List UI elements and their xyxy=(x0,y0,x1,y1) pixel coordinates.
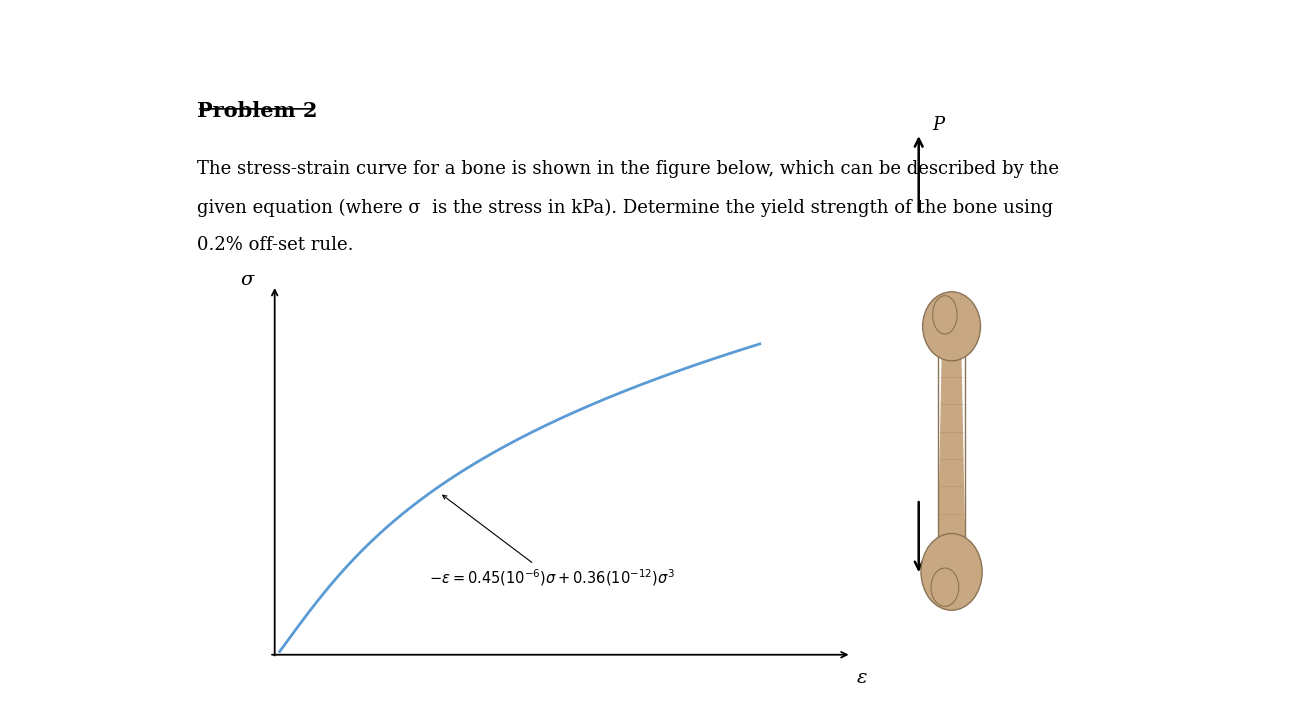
Text: ε: ε xyxy=(857,669,867,687)
Text: $-\varepsilon = 0.45(10^{-6})\sigma + 0.36(10^{-12})\sigma^3$: $-\varepsilon = 0.45(10^{-6})\sigma + 0.… xyxy=(429,495,675,588)
Text: P: P xyxy=(931,116,944,134)
Text: The stress-strain curve for a bone is shown in the figure below, which can be de: The stress-strain curve for a bone is sh… xyxy=(198,161,1059,178)
Text: given equation (where σ  is the stress in kPa). Determine the yield strength of : given equation (where σ is the stress in… xyxy=(198,199,1053,217)
Ellipse shape xyxy=(921,534,982,610)
Ellipse shape xyxy=(922,291,981,361)
Ellipse shape xyxy=(933,296,957,334)
Text: 0.2% off-set rule.: 0.2% off-set rule. xyxy=(198,237,353,254)
Text: P: P xyxy=(931,566,944,584)
Text: σ: σ xyxy=(241,270,254,289)
Ellipse shape xyxy=(931,568,959,606)
Polygon shape xyxy=(938,338,965,560)
Text: Problem 2: Problem 2 xyxy=(198,101,318,121)
